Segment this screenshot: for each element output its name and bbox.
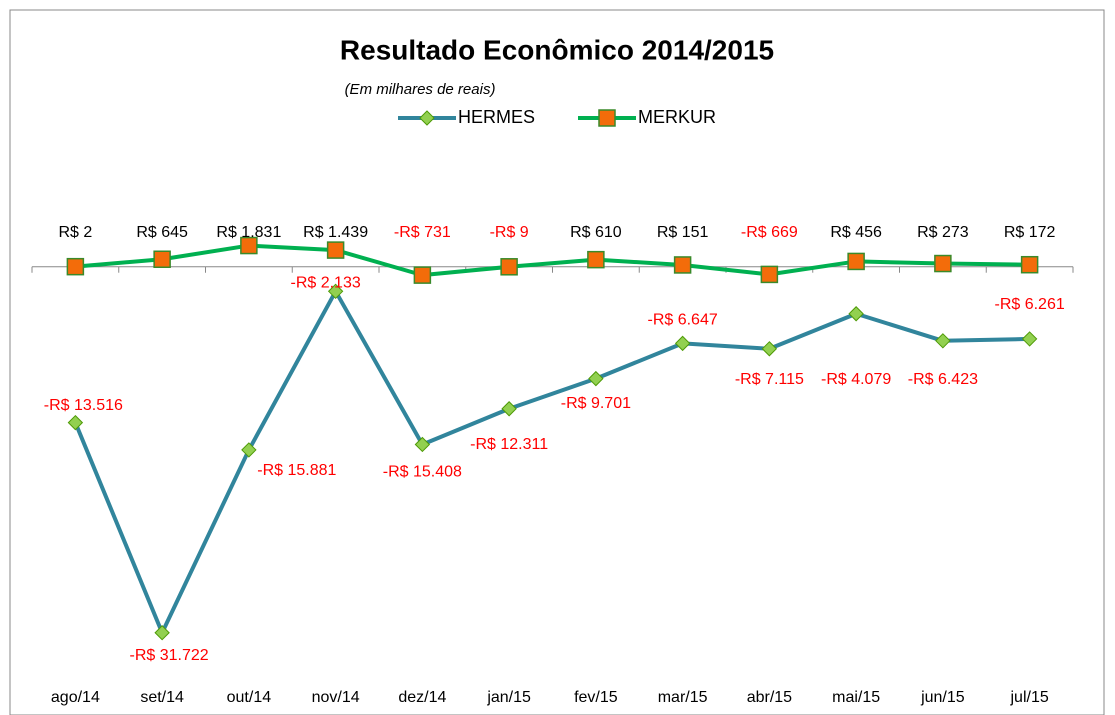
series-line: [75, 243, 1030, 278]
data-label: -R$ 31.722: [130, 647, 209, 664]
data-point: [414, 436, 431, 453]
data-point: [761, 341, 778, 357]
data-point: [501, 401, 517, 417]
data-label: R$ 610: [570, 224, 622, 241]
data-label: -R$ 12.311: [470, 436, 548, 453]
legend-marker: [419, 110, 435, 126]
data-label: -R$ 6.647: [647, 312, 717, 329]
x-tick-label: jun/15: [920, 689, 965, 706]
data-point: [673, 256, 692, 274]
data-point: [67, 414, 84, 431]
data-point: [847, 252, 865, 271]
x-tick-label: nov/14: [312, 689, 360, 706]
data-label: -R$ 731: [394, 224, 451, 241]
data-point: [240, 236, 258, 255]
data-point: [327, 283, 344, 300]
data-label: -R$ 15.408: [383, 464, 462, 481]
series-line: [73, 289, 1030, 635]
x-tick-label: mar/15: [658, 689, 708, 706]
data-point: [934, 254, 952, 273]
x-tick-label: out/14: [227, 689, 272, 706]
data-point: [500, 258, 518, 276]
data-label: R$ 1.831: [216, 224, 281, 241]
data-point: [587, 250, 605, 269]
data-label: -R$ 6.261: [994, 296, 1064, 313]
data-point: [1021, 331, 1038, 347]
data-label: -R$ 15.881: [257, 462, 336, 479]
data-point: [66, 257, 85, 276]
data-point: [588, 370, 604, 387]
x-tick-label: jan/15: [486, 689, 531, 706]
data-label: R$ 1.439: [303, 224, 368, 241]
chart-title: Resultado Econômico 2014/2015: [340, 34, 774, 65]
data-point: [153, 250, 171, 268]
data-point: [413, 266, 432, 284]
legend-marker: [598, 109, 616, 127]
data-point: [154, 625, 170, 641]
data-point: [674, 335, 691, 352]
data-label: -R$ 4.079: [821, 371, 891, 388]
data-label: -R$ 6.423: [908, 371, 978, 388]
data-point: [760, 265, 779, 284]
chart-subtitle: (Em milhares de reais): [345, 81, 496, 98]
x-tick-label: jul/15: [1010, 689, 1049, 706]
legend-label: MERKUR: [638, 107, 716, 127]
data-label: -R$ 7.115: [735, 371, 804, 388]
data-label: R$ 273: [917, 224, 969, 241]
data-label: R$ 2: [58, 224, 92, 241]
data-label: R$ 645: [136, 224, 188, 241]
data-point: [1020, 255, 1039, 274]
data-point: [935, 333, 951, 349]
legend-label: HERMES: [458, 107, 535, 127]
data-label: R$ 151: [657, 224, 709, 241]
data-point: [848, 306, 864, 322]
data-label: R$ 456: [830, 224, 882, 241]
x-tick-label: mai/15: [832, 689, 880, 706]
x-tick-label: dez/14: [398, 689, 446, 706]
data-label: -R$ 9: [490, 224, 529, 241]
x-tick-label: fev/15: [574, 689, 618, 706]
x-tick-label: set/14: [140, 689, 184, 706]
data-label: -R$ 13.516: [44, 397, 123, 414]
x-tick-label: ago/14: [51, 689, 100, 706]
data-label: R$ 172: [1004, 224, 1056, 241]
chart-border: [9, 9, 1105, 715]
data-label: -R$ 2.133: [290, 275, 360, 292]
x-tick-label: abr/15: [747, 689, 792, 706]
data-point: [326, 241, 345, 259]
data-label: -R$ 669: [741, 224, 798, 241]
data-label: -R$ 9.701: [561, 395, 631, 412]
data-point: [241, 442, 257, 458]
